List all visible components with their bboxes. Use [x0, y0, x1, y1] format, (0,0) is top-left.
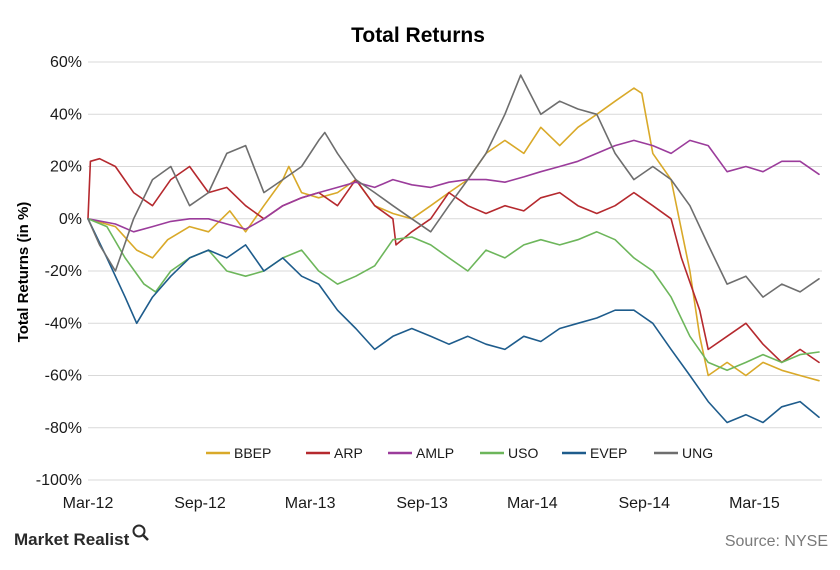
legend-item-arp: ARP [306, 445, 363, 461]
legend-item-ung: UNG [654, 445, 713, 461]
y-tick-label: 20% [50, 159, 82, 176]
legend-label: EVEP [590, 445, 627, 461]
y-tick-label: -40% [45, 315, 82, 332]
legend-label: AMLP [416, 445, 454, 461]
series-line-uso [87, 218, 820, 372]
legend-item-uso: USO [480, 445, 538, 461]
x-tick-label: Sep-13 [396, 495, 448, 512]
legend-item-amlp: AMLP [388, 445, 454, 461]
series-line-ung [87, 74, 820, 298]
y-tick-label: -20% [45, 263, 82, 280]
y-axis-tick-labels: 60% 40% 20% 0% -20% -40% -60% -80% -100% [36, 54, 82, 489]
y-tick-label: -80% [45, 420, 82, 437]
x-tick-label: Mar-14 [507, 495, 558, 512]
series-line-arp [87, 157, 820, 364]
legend-item-bbep: BBEP [206, 445, 271, 461]
x-axis-tick-labels: Mar-12 Sep-12 Mar-13 Sep-13 Mar-14 Sep-14 Mar-… [63, 495, 780, 512]
magnifier-icon [132, 524, 149, 541]
x-tick-label: Mar-12 [63, 495, 114, 512]
legend: BBEP ARP AMLP USO EVEP UNG [206, 445, 713, 461]
series-line-amlp [87, 139, 820, 233]
series-line-bbep [87, 87, 820, 382]
x-tick-label: Sep-14 [618, 495, 670, 512]
chart-title: Total Returns [351, 24, 485, 47]
y-tick-label: 60% [50, 54, 82, 71]
brand-name: Market Realist [14, 530, 130, 549]
source-note: Source: NYSE [725, 533, 828, 550]
x-tick-label: Mar-13 [285, 495, 336, 512]
y-tick-label: -100% [36, 472, 82, 489]
brand-logo: Market Realist [14, 524, 149, 549]
gridlines [88, 61, 822, 481]
y-tick-label: 0% [59, 211, 82, 228]
y-tick-label: -60% [45, 368, 82, 385]
legend-label: ARP [334, 445, 363, 461]
x-tick-label: Sep-12 [174, 495, 226, 512]
y-axis-title: Total Returns (in %) [15, 202, 32, 343]
y-tick-label: 40% [50, 106, 82, 123]
legend-item-evep: EVEP [562, 445, 627, 461]
series-line-evep [87, 218, 820, 424]
series-lines [87, 74, 820, 424]
legend-label: BBEP [234, 445, 271, 461]
legend-label: UNG [682, 445, 713, 461]
legend-label: USO [508, 445, 538, 461]
x-tick-label: Mar-15 [729, 495, 780, 512]
